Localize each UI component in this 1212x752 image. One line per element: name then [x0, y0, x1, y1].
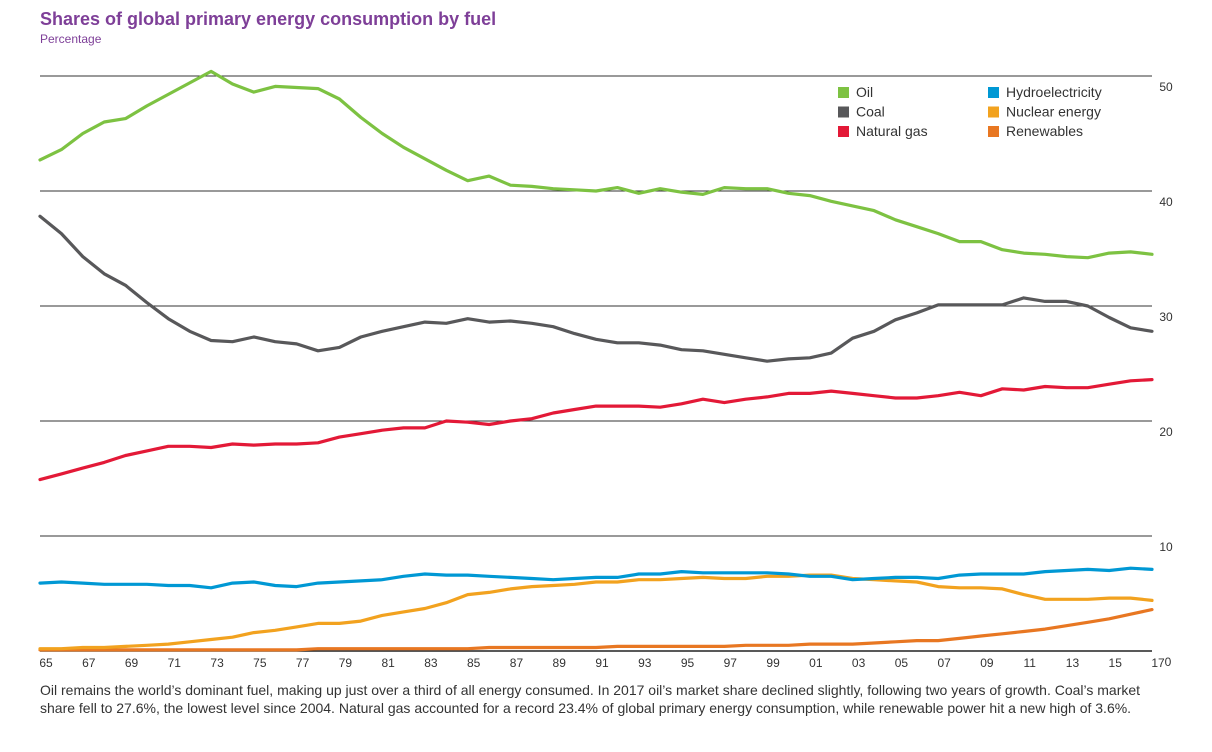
legend: Oil Coal Natural gas Hydroelectricity Nuclea…	[838, 84, 1102, 139]
series-line-oil	[38, 69, 1154, 260]
legend-label-hydroelectricity: Hydroelectricity	[1006, 84, 1102, 100]
legend-swatch-hydroelectricity	[988, 87, 999, 98]
x-tick-label: 83	[424, 656, 438, 670]
x-tick-label: 17	[1151, 656, 1165, 670]
y-tick-label: 50	[1159, 80, 1173, 94]
x-tick-label: 93	[638, 656, 652, 670]
y-tick-label: 40	[1159, 195, 1173, 209]
series-line-nuclear-energy	[38, 573, 1154, 651]
x-tick-label: 73	[210, 656, 224, 670]
legend-swatch-natural-gas	[838, 126, 849, 137]
y-tick-label: 10	[1159, 540, 1173, 554]
chart-subtitle: Percentage	[40, 32, 102, 46]
x-tick-label: 79	[339, 656, 353, 670]
x-tick-label: 11	[1023, 656, 1036, 670]
legend-label-renewables: Renewables	[1006, 123, 1083, 139]
x-tick-label: 99	[766, 656, 780, 670]
legend-swatch-renewables	[988, 126, 999, 137]
x-tick-label: 85	[467, 656, 481, 670]
x-tick-label: 95	[681, 656, 695, 670]
grid-layer	[40, 75, 1152, 652]
x-tick-label: 81	[381, 656, 395, 670]
series-line-coal	[38, 214, 1154, 363]
x-tick-label: 75	[253, 656, 267, 670]
series-layer	[38, 69, 1154, 652]
x-tick-label: 05	[895, 656, 909, 670]
x-axis-ticks: 65 67 69 71 73 75 77 79 81 83 85 87 89 91 93 95 97 99 01 03…	[39, 656, 1165, 670]
legend-label-oil: Oil	[856, 84, 873, 100]
y-tick-label: 20	[1159, 425, 1173, 439]
caption-text: Oil remains the world’s dominant fuel, m…	[40, 682, 1141, 716]
x-tick-label: 13	[1066, 656, 1080, 670]
x-tick-label: 77	[296, 656, 310, 670]
line-chart: 65 67 69 71 73 75 77 79 81 83 85 87 89 91 93 95 97 99 01 03…	[38, 69, 1173, 670]
series-line-renewables	[38, 607, 1154, 652]
y-tick-label: 30	[1159, 310, 1173, 324]
series-line-hydroelectricity	[38, 566, 1154, 590]
x-tick-label: 01	[809, 656, 823, 670]
legend-label-nuclear-energy: Nuclear energy	[1006, 104, 1101, 120]
x-tick-label: 97	[724, 656, 738, 670]
x-tick-label: 71	[168, 656, 182, 670]
x-tick-label: 65	[39, 656, 53, 670]
legend-swatch-coal	[838, 106, 849, 118]
x-tick-label: 03	[852, 656, 866, 670]
series-line-natural-gas	[38, 378, 1154, 482]
legend-label-coal: Coal	[856, 104, 885, 120]
x-tick-label: 91	[595, 656, 609, 670]
legend-swatch-oil	[838, 87, 849, 98]
caption: Oil remains the world’s dominant fuel, m…	[40, 681, 1170, 717]
legend-label-natural-gas: Natural gas	[856, 123, 928, 139]
x-tick-label: 09	[980, 656, 994, 670]
x-tick-label: 15	[1109, 656, 1123, 670]
y-axis-ticks: 0 10 20 30 40 50	[1159, 80, 1173, 669]
chart-title: Shares of global primary energy consumpt…	[40, 9, 497, 29]
x-tick-label: 07	[937, 656, 951, 670]
x-tick-label: 89	[553, 656, 567, 670]
x-tick-label: 87	[510, 656, 524, 670]
y-tick-label: 0	[1165, 655, 1172, 669]
x-tick-label: 69	[125, 656, 139, 670]
legend-swatch-nuclear-energy	[988, 106, 999, 118]
x-tick-label: 67	[82, 656, 96, 670]
